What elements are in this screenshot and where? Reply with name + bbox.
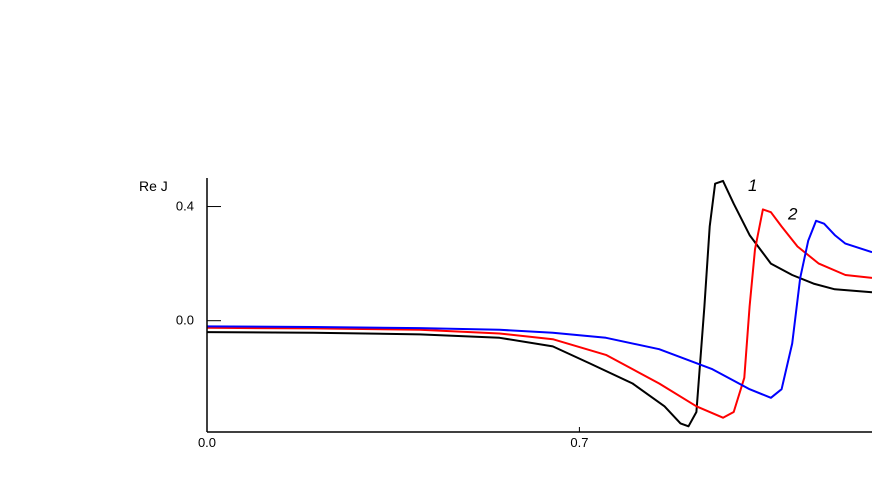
series-line-3 — [206, 219, 872, 399]
y-tick-label: 0.0 — [176, 313, 194, 328]
series-line-1 — [206, 179, 872, 428]
series-line-2 — [206, 208, 872, 419]
tick-layer: 0.0 0.7 0.4 0.0 — [176, 199, 589, 450]
series-label-2: 2 — [787, 204, 798, 223]
y-axis-label: Re J — [139, 178, 168, 194]
y-tick-label: 0.4 — [176, 199, 194, 214]
series-layer — [206, 179, 872, 428]
x-tick-label: 0.7 — [570, 435, 588, 450]
series-label-layer: 12 — [748, 176, 798, 224]
series-label-1: 1 — [748, 176, 757, 195]
x-tick-label: 0.0 — [198, 435, 216, 450]
